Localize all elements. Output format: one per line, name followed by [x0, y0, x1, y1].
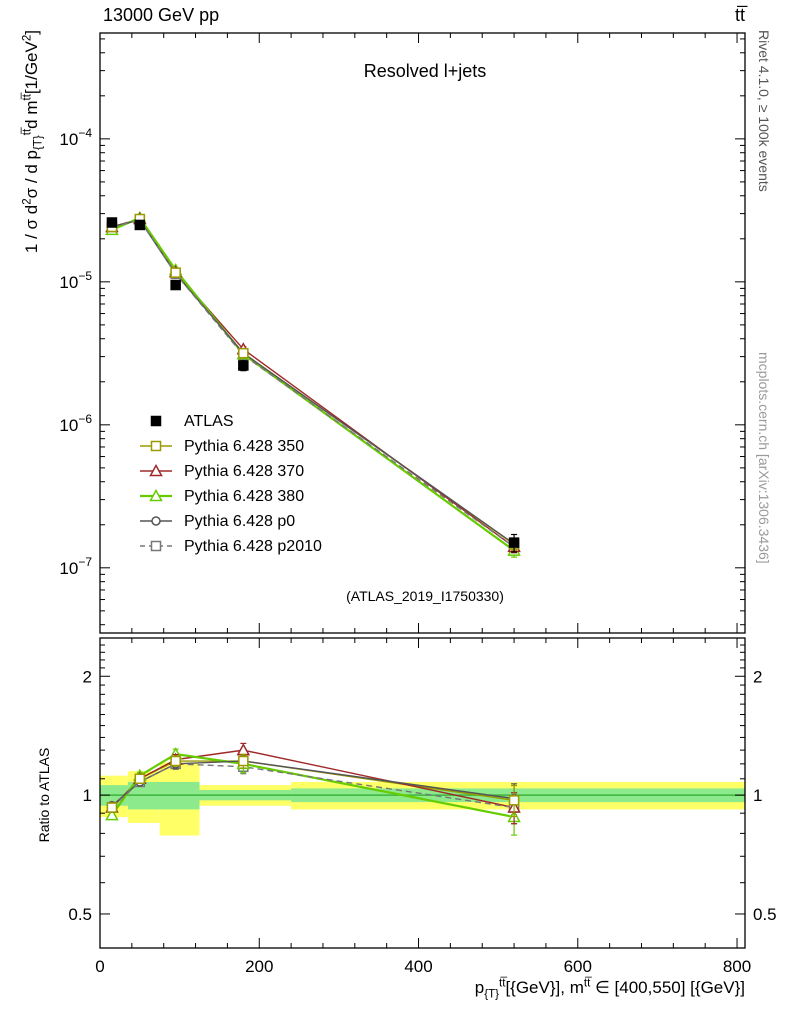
ratio-uncertainty-bands [100, 762, 745, 836]
svg-text:600: 600 [564, 957, 592, 976]
x-axis-label: p{T}tt̅[{GeV}], mtt̅ ∈ [400,550] [{GeV}] [474, 977, 745, 1001]
svg-text:10−7: 10−7 [59, 555, 92, 578]
svg-text:2: 2 [753, 667, 762, 686]
watermark: (ATLAS_2019_I1750330) [346, 588, 504, 604]
svg-text:10−5: 10−5 [59, 269, 92, 292]
svg-text:ATLAS: ATLAS [184, 413, 234, 430]
svg-text:10−4: 10−4 [59, 126, 92, 149]
svg-text:200: 200 [245, 957, 273, 976]
axis-tick-labels: 10−4 10−5 10−6 10−7 0.5 0.5 1 1 2 2 0 200 400 600 800 [59, 126, 776, 976]
beam-energy-title: 13000 GeV pp [103, 5, 220, 25]
svg-text:Pythia 6.428 380: Pythia 6.428 380 [184, 488, 304, 505]
svg-text:0: 0 [95, 957, 104, 976]
svg-text:1: 1 [753, 786, 762, 805]
ratio-series [105, 742, 521, 836]
svg-text:Pythia 6.428 350: Pythia 6.428 350 [184, 438, 304, 455]
svg-text:Pythia 6.428 370: Pythia 6.428 370 [184, 463, 304, 480]
main-panel-frame [99, 32, 746, 634]
legend: ATLAS Pythia 6.428 350 Pythia 6.428 370 Pyt… [140, 413, 322, 555]
svg-text:0.5: 0.5 [68, 905, 92, 924]
svg-text:10−6: 10−6 [59, 412, 92, 435]
svg-text:1: 1 [83, 786, 92, 805]
ratio-panel-frame [99, 637, 746, 949]
process-title: tt̅ [734, 5, 745, 25]
svg-text:800: 800 [723, 957, 751, 976]
svg-text:Pythia 6.428 p0: Pythia 6.428 p0 [184, 513, 295, 530]
plot-title: Resolved l+jets [364, 61, 487, 81]
main-series [105, 210, 521, 558]
svg-text:Pythia 6.428 p2010: Pythia 6.428 p2010 [184, 538, 322, 555]
svg-text:0.5: 0.5 [753, 905, 777, 924]
svg-text:2: 2 [83, 667, 92, 686]
svg-text:400: 400 [404, 957, 432, 976]
